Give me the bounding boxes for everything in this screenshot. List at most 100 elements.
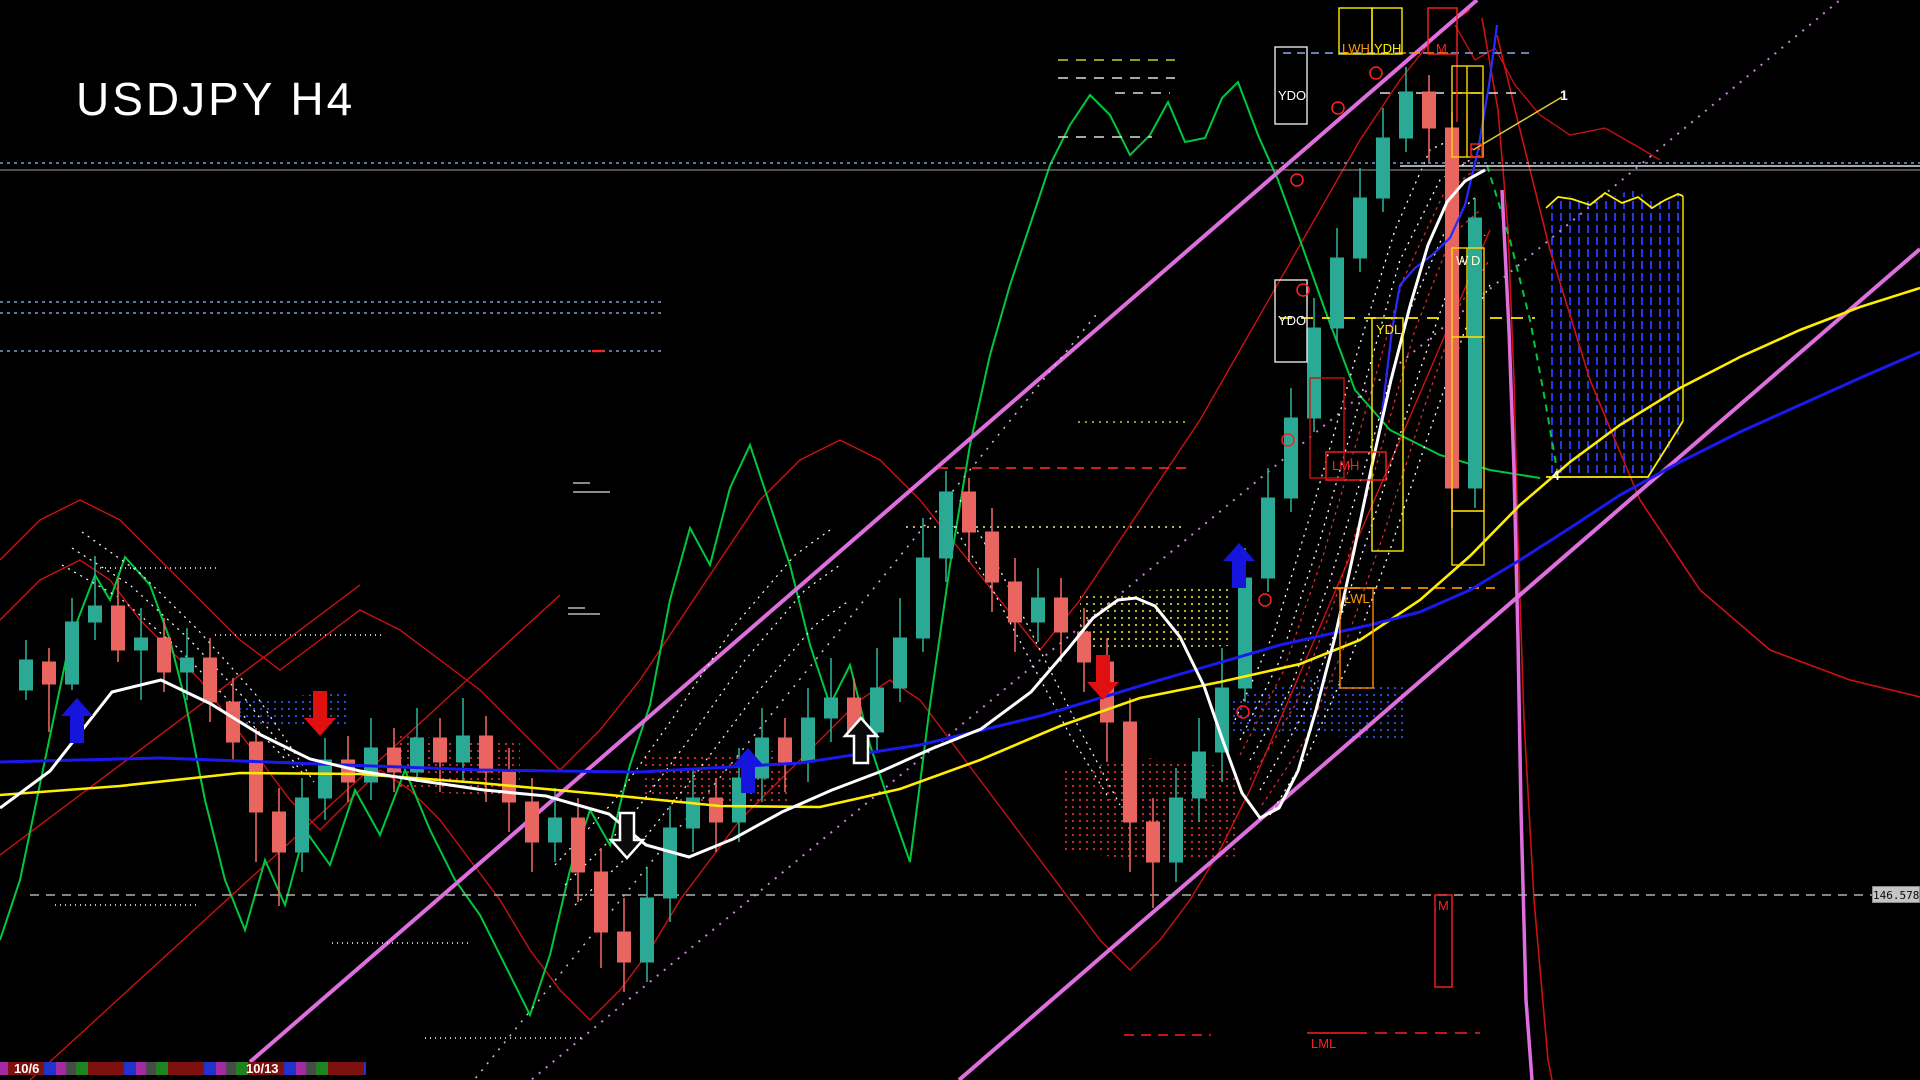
candle-bear <box>1123 721 1137 823</box>
candle-bull <box>1238 577 1252 689</box>
chart-label[interactable]: 4 <box>1552 467 1560 483</box>
level-box[interactable] <box>1451 510 1485 566</box>
signal-circle[interactable] <box>1236 705 1250 719</box>
level-box[interactable] <box>1427 7 1458 55</box>
candle-bear <box>272 811 286 853</box>
signal-circle[interactable] <box>1331 101 1345 115</box>
candle-bear <box>962 491 976 533</box>
candle-bear <box>778 737 792 763</box>
chart-label[interactable]: D <box>1471 253 1480 268</box>
level-box[interactable] <box>1325 451 1387 481</box>
dotted-diagonal-violet <box>529 0 1841 1080</box>
red-band-lower <box>0 229 1491 1021</box>
chart-label[interactable]: YDL <box>1376 322 1401 337</box>
candle-bull <box>65 621 79 685</box>
candle-bear <box>203 657 217 703</box>
candle-bear <box>1054 597 1068 633</box>
candle-bull <box>755 737 769 779</box>
candle-bull <box>1376 137 1390 199</box>
candle-bull <box>1468 217 1482 489</box>
level-box[interactable] <box>1309 377 1345 479</box>
ribbon-red <box>1239 171 1473 756</box>
arrow-up-icon[interactable] <box>732 748 764 793</box>
timeline-strip <box>296 1062 306 1075</box>
level-box[interactable] <box>1451 65 1484 158</box>
chart-label[interactable]: YDO <box>1278 313 1306 328</box>
level-box[interactable] <box>1274 279 1308 363</box>
candle-bull <box>893 637 907 689</box>
candle-bear <box>157 637 171 673</box>
signal-circle[interactable] <box>1290 173 1304 187</box>
timeline-strip <box>236 1062 248 1075</box>
candle-bull <box>663 827 677 899</box>
candle-bull <box>456 735 470 763</box>
level-box[interactable] <box>1470 143 1483 158</box>
candle-bear <box>571 817 585 873</box>
ma-white <box>0 168 1486 859</box>
timeline-strip <box>316 1062 328 1075</box>
candle-bear <box>594 871 608 933</box>
timeline-strip <box>156 1062 168 1075</box>
level-box[interactable] <box>1339 587 1374 689</box>
arrow-down-icon[interactable] <box>1087 655 1119 700</box>
chart-label[interactable]: LML <box>1311 1036 1336 1051</box>
candle-bull <box>180 657 194 673</box>
level-box[interactable] <box>1434 894 1453 988</box>
candle-bear <box>1077 631 1091 663</box>
signal-circle[interactable] <box>1296 283 1310 297</box>
chart-label[interactable]: YDH <box>1374 41 1401 56</box>
timeline-strip <box>306 1062 316 1075</box>
arrow-down-icon[interactable] <box>304 691 336 736</box>
ribbon-white <box>61 564 295 769</box>
candle-bull <box>1330 257 1344 329</box>
cloud-fill <box>1546 190 1683 478</box>
chart-label[interactable]: YDO <box>1278 88 1306 103</box>
arrow-down-icon[interactable] <box>608 811 646 860</box>
cloud-fill <box>236 692 348 729</box>
ribbon-white <box>564 564 841 886</box>
candle-bull <box>134 637 148 651</box>
candle-bear <box>249 741 263 813</box>
candle-bull <box>318 759 332 799</box>
level-box[interactable] <box>1371 317 1404 552</box>
candle-bull <box>548 817 562 843</box>
candle-bull <box>801 717 815 763</box>
signal-circle[interactable] <box>1369 66 1383 80</box>
date-label: 10/13 <box>246 1061 279 1076</box>
signal-circle[interactable] <box>1258 593 1272 607</box>
timeline-strip <box>76 1062 88 1075</box>
chart-label[interactable]: LMH <box>1332 458 1359 473</box>
candle-bull <box>410 737 424 773</box>
timeline-strip <box>364 1062 366 1075</box>
arrow-up-icon[interactable] <box>842 716 880 765</box>
arrow-up-icon[interactable] <box>61 698 93 743</box>
level-box[interactable] <box>1274 46 1308 125</box>
level-box[interactable] <box>1371 7 1403 55</box>
chart-label[interactable]: LWL <box>1344 591 1370 606</box>
candle-bear <box>111 605 125 651</box>
ribbon-white <box>1234 134 1461 721</box>
candle-bull <box>686 797 700 829</box>
candle-bear <box>341 759 355 783</box>
chart-label[interactable]: 1 <box>1560 87 1568 103</box>
channel-magenta-lower <box>957 247 1920 1080</box>
ribbon-white <box>554 529 831 866</box>
candle-bull <box>1031 597 1045 623</box>
cloud-fill <box>1228 678 1408 742</box>
pointer-line-1 <box>1472 96 1563 151</box>
chart-label[interactable]: M <box>1436 41 1447 56</box>
ma-yellow <box>0 286 1920 809</box>
timeline-strip <box>216 1062 226 1075</box>
timeline-strip <box>136 1062 146 1075</box>
signal-circle[interactable] <box>1281 433 1295 447</box>
candle-bull <box>824 697 838 719</box>
arrow-up-icon[interactable] <box>1223 543 1255 588</box>
timeline-strip <box>56 1062 66 1075</box>
chart-label[interactable]: LWH <box>1342 41 1370 56</box>
cloud-bottom-yellow <box>1546 420 1684 478</box>
timeline-strip <box>0 1062 8 1075</box>
chart-label[interactable]: M <box>1438 898 1449 913</box>
chart-label[interactable]: W <box>1456 253 1469 268</box>
